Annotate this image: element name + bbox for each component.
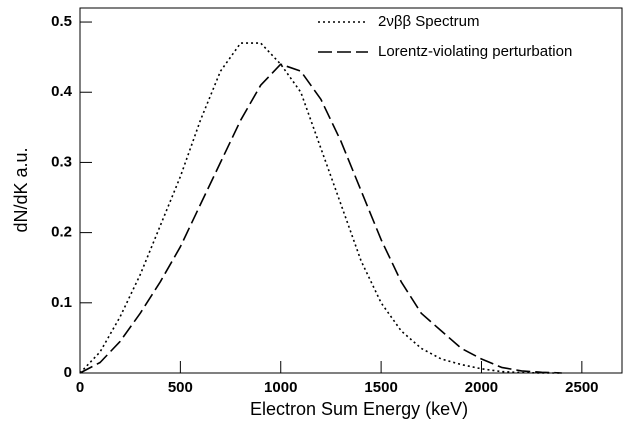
x-tick-label: 0 <box>76 379 84 396</box>
y-tick-label: 0.4 <box>51 83 73 100</box>
y-tick-label: 0.2 <box>51 224 72 241</box>
x-tick-label: 1000 <box>264 379 297 396</box>
series-line <box>79 63 562 374</box>
x-tick-label: 2500 <box>565 379 598 396</box>
x-tick-label: 1500 <box>364 379 397 396</box>
y-tick-label: 0.3 <box>51 153 72 170</box>
y-tick-label: 0 <box>64 364 72 381</box>
y-tick-label: 0.1 <box>51 294 72 311</box>
legend-label: Lorentz-violating perturbation <box>378 43 572 60</box>
y-tick-label: 0.5 <box>51 13 72 30</box>
x-tick-label: 500 <box>168 379 193 396</box>
legend-label: 2νββ Spectrum <box>378 13 479 30</box>
y-axis-label: dN/dK a.u. <box>11 147 31 232</box>
plot-frame <box>79 7 623 374</box>
x-axis-label: Electron Sum Energy (keV) <box>250 399 468 419</box>
x-tick-label: 2000 <box>465 379 498 396</box>
series-line <box>79 42 562 374</box>
